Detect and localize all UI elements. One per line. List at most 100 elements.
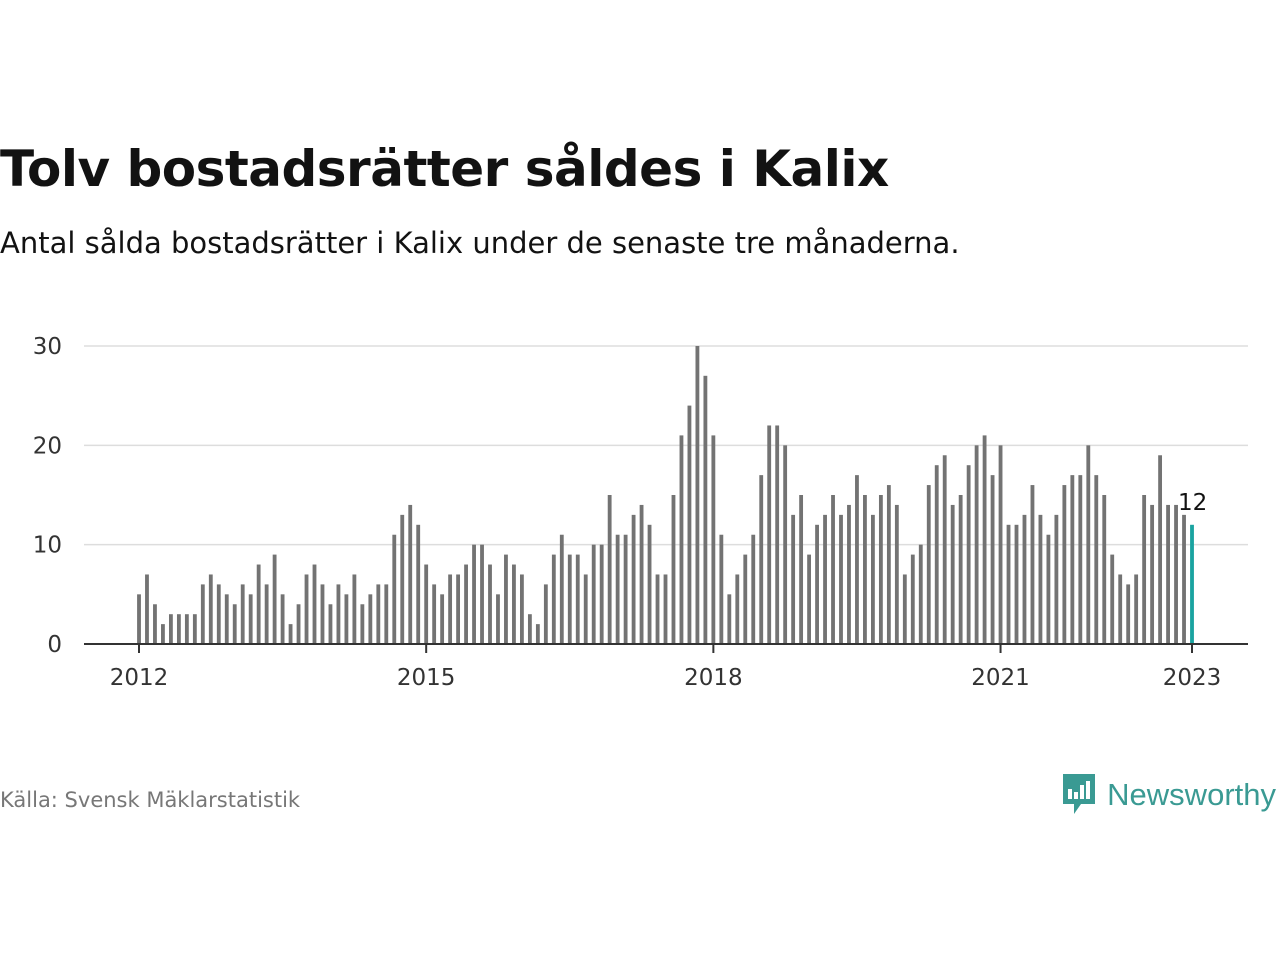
x-tick-label: 2021	[971, 665, 1030, 691]
bar	[280, 594, 285, 644]
source-note: Källa: Svensk Mäklarstatistik	[0, 788, 301, 812]
y-tick-label: 30	[33, 334, 62, 360]
bar	[831, 495, 835, 644]
bar	[878, 495, 883, 644]
bar	[815, 524, 819, 644]
bar	[1062, 485, 1067, 644]
bar	[1022, 514, 1027, 644]
bar	[998, 445, 1003, 644]
bar	[200, 584, 205, 644]
bar	[639, 504, 644, 644]
bar	[240, 584, 245, 644]
brand-logo: Newsworthy	[1061, 772, 1276, 818]
bar	[184, 614, 189, 644]
bar	[440, 594, 445, 644]
bar	[360, 604, 365, 644]
bar	[1078, 475, 1083, 644]
bar	[615, 534, 620, 644]
bar	[376, 584, 381, 644]
bar	[1110, 554, 1115, 644]
bar	[336, 584, 341, 644]
bar	[416, 524, 421, 644]
bar	[512, 564, 516, 644]
bar	[1126, 584, 1131, 644]
bar	[855, 475, 859, 644]
bar	[424, 564, 429, 644]
bar	[1094, 475, 1099, 644]
bar	[1054, 514, 1059, 644]
bar	[958, 495, 963, 644]
bar-series	[137, 346, 1194, 644]
bar	[1038, 514, 1043, 644]
bar	[807, 554, 812, 644]
bar	[655, 574, 660, 644]
bar	[527, 614, 532, 644]
chart-title: Tolv bostadsrätter såldes i Kalix	[0, 140, 889, 198]
bar	[161, 624, 165, 644]
y-tick-label: 10	[33, 533, 62, 559]
bar	[400, 514, 405, 644]
bar	[192, 614, 197, 644]
bar	[288, 624, 293, 644]
brand-name: Newsworthy	[1107, 777, 1276, 812]
x-tick-label: 2023	[1163, 665, 1222, 691]
bar	[448, 574, 453, 644]
bar	[248, 594, 253, 644]
axes: 0 10 20 30 12 2012 2015 2018 2021 2023	[33, 334, 1248, 691]
bar	[870, 514, 875, 644]
bar	[990, 475, 995, 644]
bar	[232, 604, 237, 644]
bar	[1174, 504, 1178, 644]
bar	[312, 564, 317, 644]
bar	[344, 594, 349, 644]
bar	[711, 435, 716, 644]
bar	[456, 574, 461, 644]
bar	[504, 554, 508, 644]
bar	[647, 524, 652, 644]
bar	[839, 514, 843, 644]
bar	[583, 574, 588, 644]
gridlines	[84, 345, 1248, 546]
x-tick-label: 2015	[397, 665, 456, 691]
bar	[304, 574, 309, 644]
bar	[384, 584, 389, 644]
bar	[480, 544, 484, 644]
bar	[886, 485, 891, 644]
bar	[1150, 504, 1155, 644]
y-tick-label: 20	[33, 433, 62, 459]
bar	[208, 574, 213, 644]
bar	[551, 554, 556, 644]
bar-highlight	[1190, 524, 1194, 644]
bar	[631, 514, 636, 644]
bar	[1070, 475, 1075, 644]
y-tick-label: 0	[47, 632, 62, 658]
bar	[168, 614, 173, 644]
bar	[320, 584, 325, 644]
bar	[224, 594, 229, 644]
bar	[176, 614, 181, 644]
bar	[623, 534, 628, 644]
bar	[1118, 574, 1123, 644]
bar	[607, 495, 612, 644]
bar	[296, 604, 301, 644]
bar	[368, 594, 373, 644]
bar	[894, 504, 899, 644]
bar	[1046, 534, 1051, 644]
bar	[352, 574, 357, 644]
bar	[687, 405, 692, 644]
bar	[464, 564, 468, 644]
bar	[1134, 574, 1139, 644]
bar	[727, 594, 732, 644]
bar	[934, 465, 939, 644]
bar	[966, 465, 971, 644]
bar	[926, 485, 931, 644]
bar	[137, 594, 141, 644]
bar	[488, 564, 492, 644]
bar	[1166, 504, 1170, 644]
bar	[272, 554, 277, 644]
bar	[1142, 495, 1147, 644]
bar	[783, 445, 788, 644]
bar	[671, 495, 676, 644]
bar	[863, 495, 867, 644]
bar	[328, 604, 333, 644]
